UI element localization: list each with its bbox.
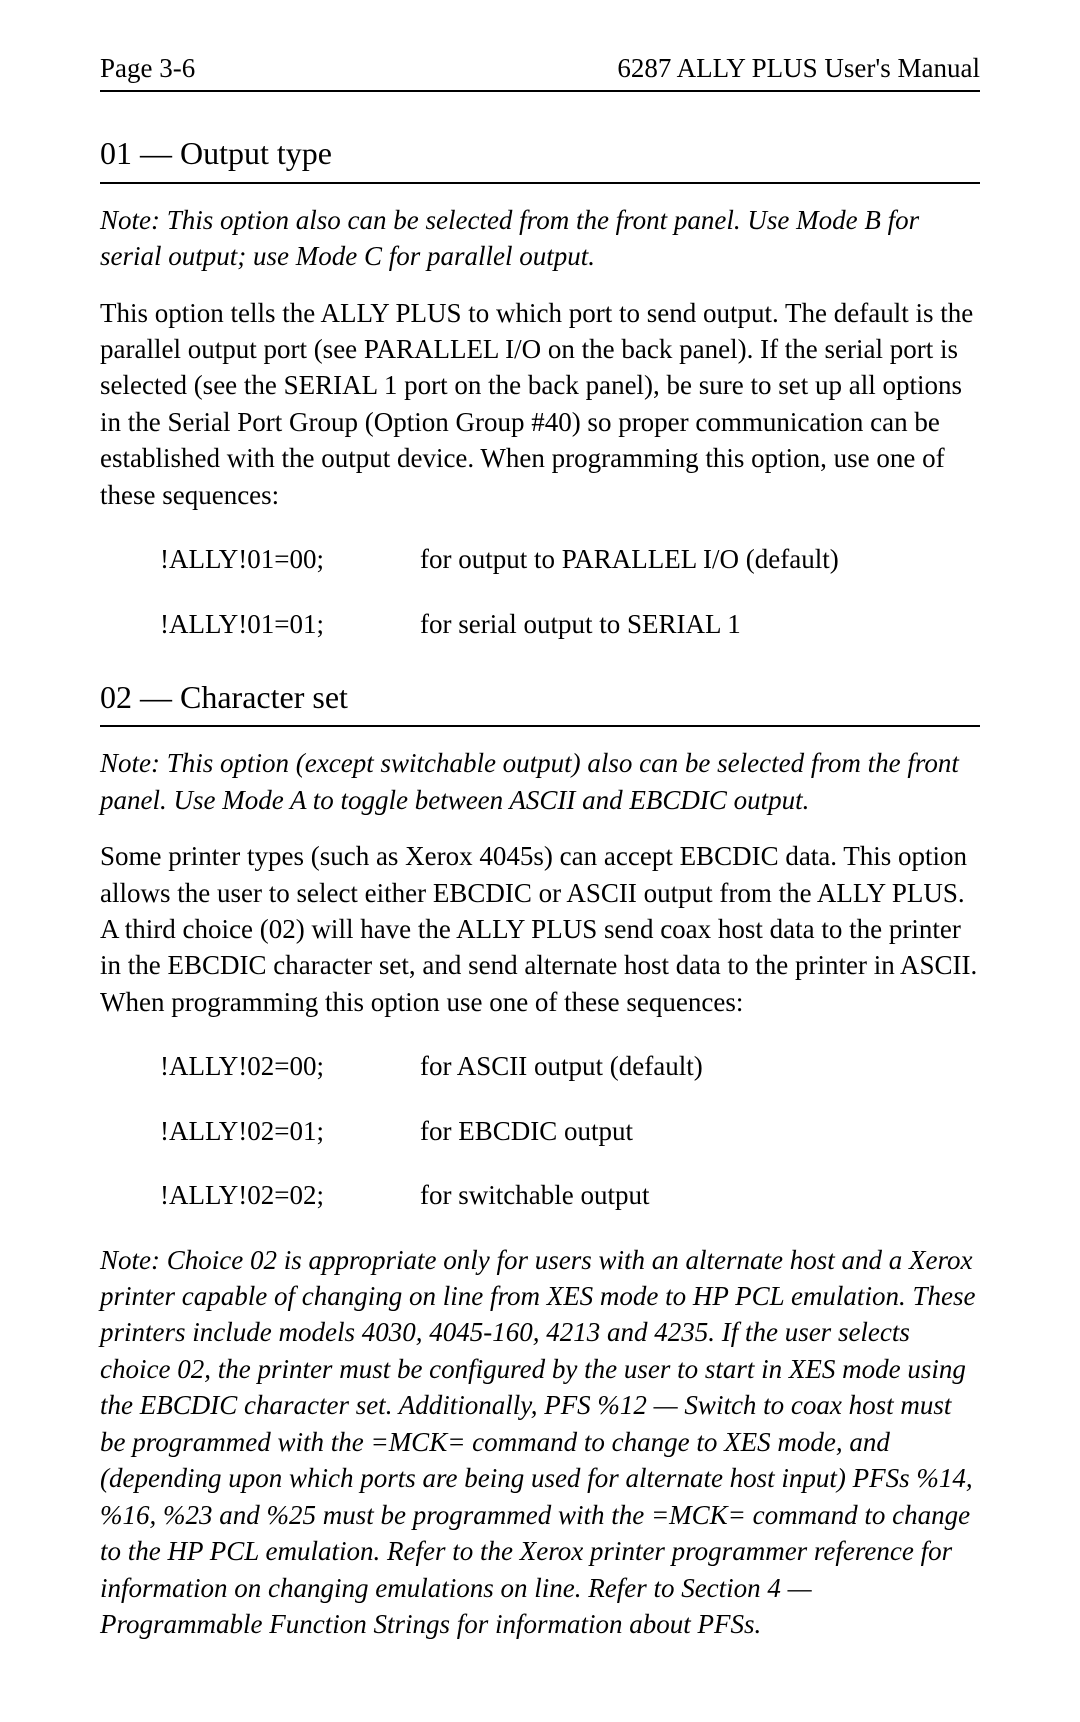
sequence-row: !ALLY!01=01; for serial output to SERIAL… <box>160 606 980 642</box>
sequence-row: !ALLY!02=02; for switchable output <box>160 1177 980 1213</box>
sequence-code: !ALLY!02=01; <box>160 1113 420 1149</box>
sequence-code: !ALLY!02=00; <box>160 1048 420 1084</box>
section-02-sequences: !ALLY!02=00; for ASCII output (default) … <box>160 1048 980 1213</box>
section-02-final-note: Note: Choice 02 is appropriate only for … <box>100 1242 980 1643</box>
section-01-note: Note: This option also can be selected f… <box>100 202 980 275</box>
sequence-desc: for output to PARALLEL I/O (default) <box>420 541 980 577</box>
sequence-row: !ALLY!02=01; for EBCDIC output <box>160 1113 980 1149</box>
sequence-desc: for ASCII output (default) <box>420 1048 980 1084</box>
section-02-note: Note: This option (except switchable out… <box>100 745 980 818</box>
sequence-code: !ALLY!01=00; <box>160 541 420 577</box>
sequence-code: !ALLY!02=02; <box>160 1177 420 1213</box>
section-02-body: Some printer types (such as Xerox 4045s)… <box>100 838 980 1020</box>
sequence-desc: for EBCDIC output <box>420 1113 980 1149</box>
sequence-code: !ALLY!01=01; <box>160 606 420 642</box>
sequence-desc: for serial output to SERIAL 1 <box>420 606 980 642</box>
section-01-sequences: !ALLY!01=00; for output to PARALLEL I/O … <box>160 541 980 642</box>
section-heading-01: 01 — Output type <box>100 132 980 183</box>
section-01-body: This option tells the ALLY PLUS to which… <box>100 295 980 514</box>
sequence-desc: for switchable output <box>420 1177 980 1213</box>
sequence-row: !ALLY!01=00; for output to PARALLEL I/O … <box>160 541 980 577</box>
sequence-row: !ALLY!02=00; for ASCII output (default) <box>160 1048 980 1084</box>
manual-title: 6287 ALLY PLUS User's Manual <box>617 50 980 86</box>
page-header: Page 3-6 6287 ALLY PLUS User's Manual <box>100 50 980 92</box>
section-heading-02: 02 — Character set <box>100 676 980 727</box>
page-number: Page 3-6 <box>100 50 195 86</box>
